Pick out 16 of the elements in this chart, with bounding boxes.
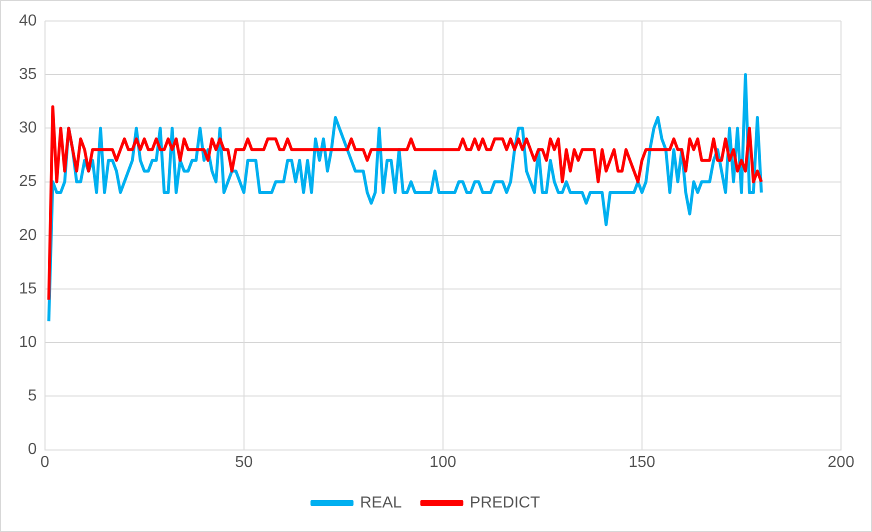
- legend-label: PREDICT: [470, 494, 540, 512]
- y-tick-label: 5: [28, 388, 37, 405]
- x-tick-label: 150: [628, 454, 656, 471]
- y-tick-label: 30: [19, 120, 37, 137]
- y-tick-label: 20: [19, 226, 37, 244]
- x-tick-label: 100: [430, 454, 456, 471]
- y-tick-label: 0: [28, 441, 37, 458]
- y-tick-label: 25: [19, 173, 37, 190]
- y-tick-label: 15: [19, 280, 37, 298]
- x-tick-label: 50: [234, 454, 253, 471]
- x-tick-label: 200: [828, 454, 854, 471]
- legend-label: REAL: [360, 494, 402, 512]
- y-tick-label: 40: [19, 12, 37, 30]
- x-tick-label: 0: [40, 454, 50, 471]
- y-tick-label: 35: [19, 66, 37, 84]
- y-tick-label: 10: [19, 334, 37, 352]
